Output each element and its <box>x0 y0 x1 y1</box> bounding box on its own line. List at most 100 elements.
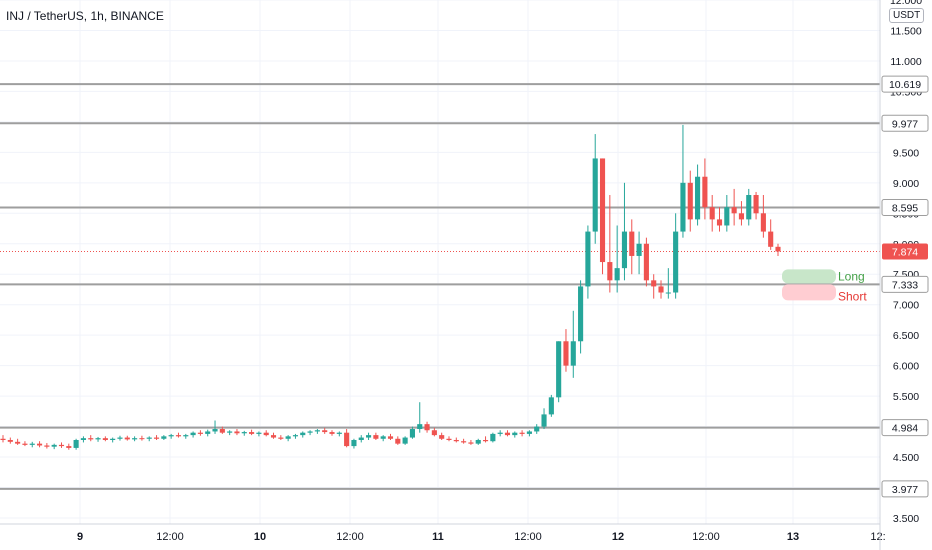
candle-body <box>548 397 554 415</box>
y-tick-label: 6.000 <box>893 361 919 373</box>
candle-body <box>497 432 503 434</box>
level-price-tag <box>881 419 929 437</box>
x-tick-label: 9 <box>77 531 83 543</box>
candle-body <box>417 424 423 430</box>
candle-body <box>51 444 57 447</box>
candle-body <box>183 435 189 437</box>
candle-body <box>621 231 628 269</box>
y-tick-label: 9.000 <box>893 178 919 190</box>
candle-body <box>205 431 211 434</box>
candle-body <box>95 438 101 440</box>
long-zone <box>782 269 836 284</box>
level-price-label: 3.977 <box>892 484 918 496</box>
candle-body <box>578 286 584 342</box>
level-price-label: 8.595 <box>892 203 918 215</box>
candle-body <box>768 231 774 247</box>
candle-body <box>526 431 532 434</box>
candle-body <box>190 432 196 436</box>
candle-body <box>373 435 379 439</box>
candle-body <box>102 438 108 440</box>
candle-body <box>241 432 247 434</box>
x-tick-label: 12:00 <box>156 531 184 543</box>
level-price-label: 7.333 <box>892 279 918 291</box>
candle-body <box>300 432 306 436</box>
level-price-tag <box>881 114 929 132</box>
candle-body <box>124 437 130 440</box>
level-price-tag <box>881 75 929 93</box>
candle-body <box>651 280 657 287</box>
candle-body <box>504 432 511 436</box>
candle-body <box>402 437 408 444</box>
candle-body <box>132 438 138 440</box>
candle-body <box>168 435 174 437</box>
candle-body <box>175 435 182 437</box>
currency-unit-badge[interactable]: USDT <box>889 8 925 23</box>
candle-body <box>387 436 394 439</box>
candle-body <box>702 176 708 208</box>
candle-body <box>80 438 86 440</box>
chart-title: INJ / TetherUS, 1h, BINANCE <box>6 9 164 23</box>
candle-body <box>292 435 299 437</box>
candle-body <box>263 432 269 436</box>
candle-body <box>73 439 79 448</box>
candle-body <box>556 341 562 398</box>
candle-body <box>29 443 35 445</box>
candle-body <box>322 430 328 433</box>
y-tick-label: 3.500 <box>893 513 919 525</box>
candle-body <box>709 207 715 220</box>
x-tick-label: 10 <box>254 531 266 543</box>
y-tick-label: 7.000 <box>893 300 919 312</box>
candle-body <box>329 432 335 434</box>
horizontal-levels <box>0 83 880 490</box>
candle-body <box>256 432 262 434</box>
candle-body <box>285 436 291 439</box>
candle-body <box>614 268 620 281</box>
candles <box>0 124 781 450</box>
long-short-position[interactable]: Long Short <box>782 269 867 303</box>
y-tick-label: 4.500 <box>893 452 919 464</box>
candle-body <box>278 437 284 439</box>
y-tick-label: 5.500 <box>893 391 919 403</box>
level-price-label: 4.984 <box>892 423 918 435</box>
candle-body <box>607 262 613 281</box>
candle-body <box>424 424 430 431</box>
candle-body <box>439 435 445 439</box>
long-label: Long <box>838 269 865 283</box>
candle-body <box>643 243 649 281</box>
candle-body <box>519 432 525 434</box>
candle-body <box>219 429 225 433</box>
level-price-tag <box>881 275 929 293</box>
candle-body <box>724 207 730 226</box>
candle-body <box>585 231 591 287</box>
level-price-label: 9.977 <box>892 118 918 130</box>
candle-body <box>453 439 459 442</box>
candle-body <box>44 445 50 447</box>
candle-body <box>673 231 679 293</box>
candle-body <box>592 158 598 232</box>
candle-body <box>746 195 752 220</box>
level-price-tag <box>881 480 929 498</box>
candle-body <box>738 213 745 220</box>
candle-body <box>731 207 737 214</box>
short-label: Short <box>838 289 867 303</box>
candle-body <box>541 414 547 427</box>
candle-body <box>475 439 481 444</box>
candle-body <box>380 436 386 439</box>
level-price-label: 10.619 <box>889 79 921 91</box>
candle-body <box>680 182 686 232</box>
candle-body <box>0 438 6 440</box>
candle-body <box>110 438 116 440</box>
candle-body <box>234 431 240 434</box>
candle-body <box>22 443 28 445</box>
y-tick-label: 11.000 <box>890 56 921 68</box>
candle-body <box>775 246 781 252</box>
candle-body <box>146 437 152 439</box>
candle-body <box>153 437 160 439</box>
candle-body <box>307 431 313 433</box>
candle-body <box>570 341 576 366</box>
candle-body <box>446 438 452 440</box>
candle-body <box>366 435 372 438</box>
x-tick-label: 12:00 <box>336 531 364 543</box>
